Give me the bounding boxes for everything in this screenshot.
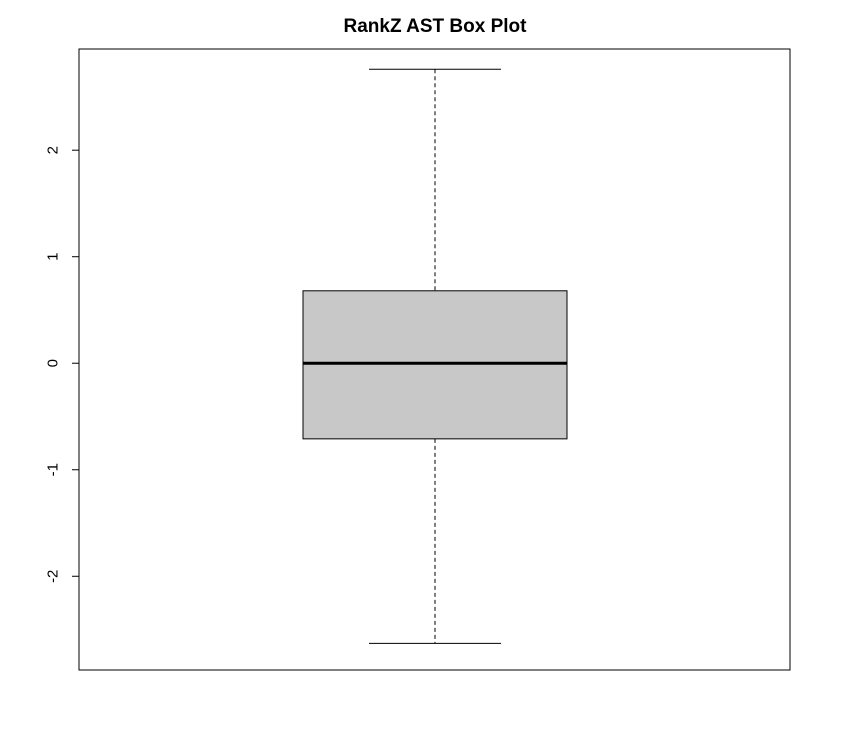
y-tick-label: -1 [45, 463, 62, 476]
y-axis: 2 1 0 -1 -2 [45, 146, 80, 583]
chart-title: RankZ AST Box Plot [344, 16, 528, 37]
y-tick-label: 2 [45, 146, 62, 154]
y-tick-label: -2 [45, 570, 62, 583]
iqr-box [302, 290, 568, 440]
y-tick-label: 1 [45, 253, 62, 261]
box-plot [302, 68, 568, 644]
y-tick-label: 0 [45, 359, 62, 367]
